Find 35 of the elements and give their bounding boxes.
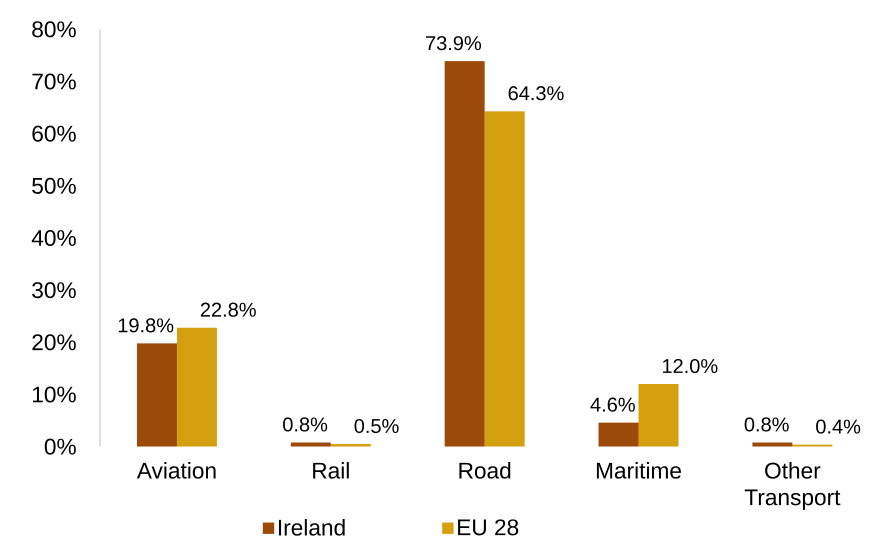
bar [290, 442, 331, 447]
data-label: 22.8% [200, 302, 256, 317]
legend-label: EU 28 [458, 519, 518, 536]
x-tick-label: Aviation [136, 462, 216, 479]
data-label: 64.3% [508, 86, 564, 100]
y-tick-label: 10% [33, 386, 76, 403]
data-label: 0.8% [283, 417, 328, 432]
x-tick-label: Road [459, 462, 510, 479]
bar [484, 111, 525, 447]
y-tick-label: 20% [32, 334, 76, 350]
legend-label: Ireland [278, 519, 345, 536]
x-tick-label: Rail [313, 462, 349, 479]
x-tick-label: Maritime [596, 462, 681, 479]
x-tick-label: Other Transport [744, 462, 840, 510]
y-tick-label: 0% [44, 438, 76, 455]
data-label: 12.0% [662, 358, 718, 374]
bar [598, 422, 639, 447]
data-label: 0.8% [744, 417, 789, 432]
y-tick-label: 40% [32, 230, 76, 246]
y-tick-label: 80% [32, 21, 76, 38]
y-tick-label: 30% [32, 282, 76, 298]
data-label: 73.9% [426, 36, 482, 50]
bar [330, 444, 371, 447]
bar [752, 442, 792, 447]
bar [444, 61, 485, 447]
y-tick-label: 50% [32, 178, 76, 194]
data-label: 19.8% [118, 318, 174, 332]
bar [638, 384, 679, 447]
bar [136, 343, 177, 447]
data-label: 4.6% [590, 398, 635, 412]
bar [176, 328, 217, 447]
data-label: 0.5% [354, 418, 399, 434]
data-label: 0.4% [816, 419, 860, 434]
y-tick-label: 60% [32, 126, 76, 142]
y-tick-label: 70% [32, 73, 76, 90]
